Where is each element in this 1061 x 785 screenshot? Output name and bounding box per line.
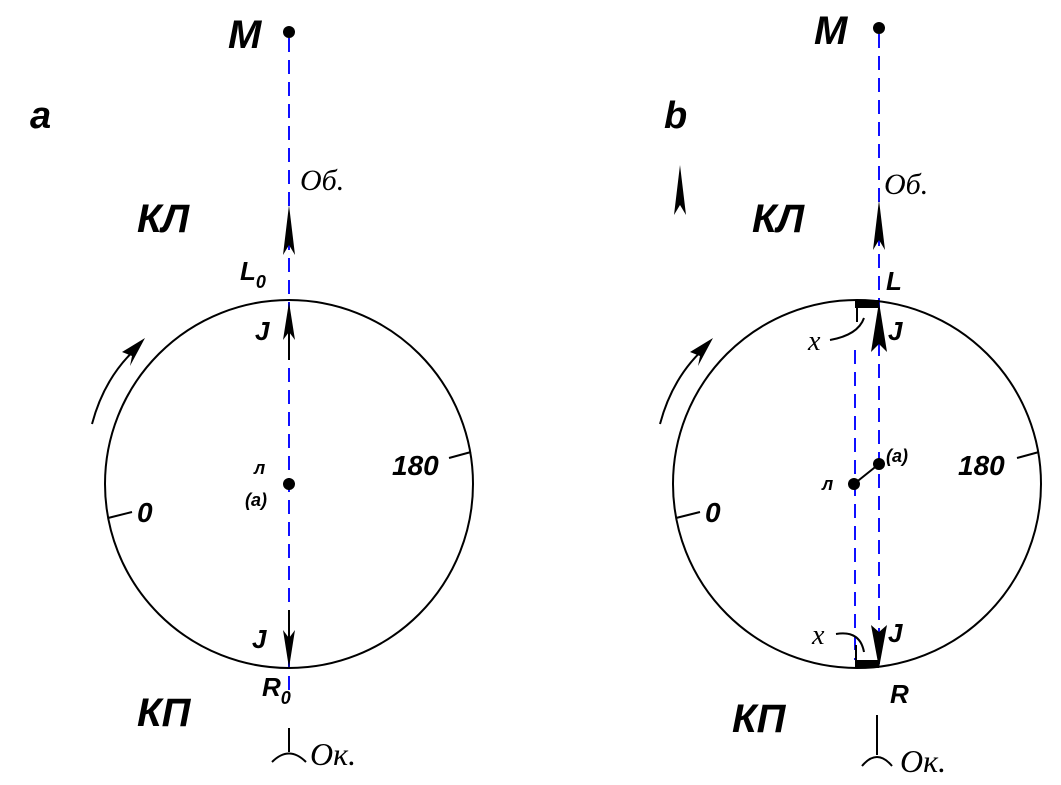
index-top-label: J xyxy=(255,316,270,346)
objective-arrow-icon xyxy=(873,200,885,250)
eccentricity-line xyxy=(853,463,880,485)
reading-left-label: L xyxy=(886,266,902,296)
panel-label: b xyxy=(664,95,687,137)
direction-arrow-icon xyxy=(674,165,686,215)
index-bottom-label: J xyxy=(252,624,267,654)
reading-right-label: R0 xyxy=(262,672,291,708)
target-point xyxy=(873,22,885,34)
rotation-arrow-icon xyxy=(122,338,145,366)
index-arrow-bottom-icon xyxy=(283,630,295,668)
center-point xyxy=(283,478,295,490)
face-right-label: КП xyxy=(732,697,787,741)
reading-right-label: R xyxy=(890,679,909,709)
face-left-label: КЛ xyxy=(137,197,191,241)
objective-arrow-icon xyxy=(283,205,295,255)
error-top-label: x xyxy=(807,326,821,357)
tick-180 xyxy=(1016,451,1040,459)
eyepiece-icon xyxy=(271,752,307,763)
panel-label: a xyxy=(30,95,51,137)
tick-180 xyxy=(448,451,472,459)
center-label-2: (а) xyxy=(245,490,267,510)
center-label: л xyxy=(821,474,833,494)
index-bottom-label: J xyxy=(888,618,903,648)
face-left-label: КЛ xyxy=(752,197,806,241)
error-marker-top xyxy=(855,300,879,308)
scale-180-label: 180 xyxy=(392,450,439,481)
error-leader-bottom xyxy=(835,632,865,653)
point-label: M xyxy=(814,9,849,53)
scale-0-label: 0 xyxy=(705,497,721,528)
eyepiece-label: Ок. xyxy=(900,743,946,779)
tick-0 xyxy=(107,511,133,519)
eyepiece-icon xyxy=(861,756,893,767)
eyepiece-label: Ок. xyxy=(310,736,356,772)
panel-b: b M Об. КЛ L J x л (а) 0 180 J x R КП xyxy=(659,9,1042,779)
objective-label: Об. xyxy=(300,164,344,197)
face-right-label: КП xyxy=(137,691,192,735)
error-bottom-label: x xyxy=(811,620,825,651)
point-label: M xyxy=(228,13,263,57)
index-arrow-top-icon xyxy=(871,302,887,352)
index-arrow-bottom-icon xyxy=(871,625,887,668)
center-label: л xyxy=(253,458,265,478)
scale-180-label: 180 xyxy=(958,450,1005,481)
error-marker-bottom xyxy=(855,660,879,668)
scale-0-label: 0 xyxy=(137,497,153,528)
target-point xyxy=(283,26,295,38)
tick-0 xyxy=(675,511,701,519)
reading-left-label: L0 xyxy=(240,256,266,292)
rotation-arrow-icon xyxy=(690,338,713,366)
index-top-label: J xyxy=(888,316,903,346)
center-label-2: (а) xyxy=(886,446,908,466)
error-leader-top xyxy=(829,317,865,341)
panel-a: a M Об. КЛ L0 J л (а) 0 180 J R0 КП Ок. xyxy=(30,13,474,772)
objective-label: Об. xyxy=(884,168,928,201)
index-arrow-top-icon xyxy=(283,302,295,340)
